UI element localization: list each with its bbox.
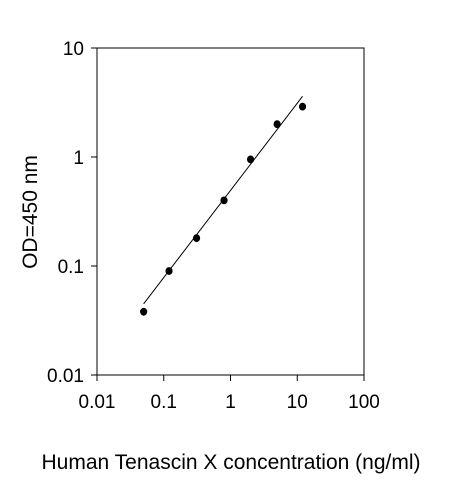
x-tick-label: 1 — [225, 392, 236, 413]
plot-frame — [96, 47, 365, 376]
data-point — [140, 307, 148, 316]
data-points — [140, 102, 307, 316]
x-axis-title: Human Tenascin X concentration (ng/ml) — [42, 451, 421, 474]
data-point — [273, 120, 281, 129]
x-tick-label: 0.1 — [151, 392, 177, 413]
y-tick-label: 0.1 — [58, 257, 84, 278]
data-point — [165, 267, 173, 275]
x-tick-label: 0.01 — [79, 392, 116, 413]
y-tick-label: 1 — [73, 148, 84, 169]
y-tick-label: 10 — [63, 39, 84, 60]
data-point — [246, 155, 255, 164]
x-tick-label: 100 — [348, 392, 380, 413]
y-axis-title: OD=450 nm — [19, 155, 42, 269]
y-tick-label: 0.01 — [47, 366, 84, 387]
data-point — [220, 196, 228, 205]
data-point — [298, 102, 307, 111]
data-point — [192, 234, 201, 243]
plot-area — [96, 47, 365, 376]
x-axis-ticks: 0.01 0.1 1 10 100 — [79, 375, 380, 413]
y-axis-ticks: 0.01 0.1 1 10 — [47, 39, 97, 387]
x-tick-label: 10 — [287, 392, 308, 413]
